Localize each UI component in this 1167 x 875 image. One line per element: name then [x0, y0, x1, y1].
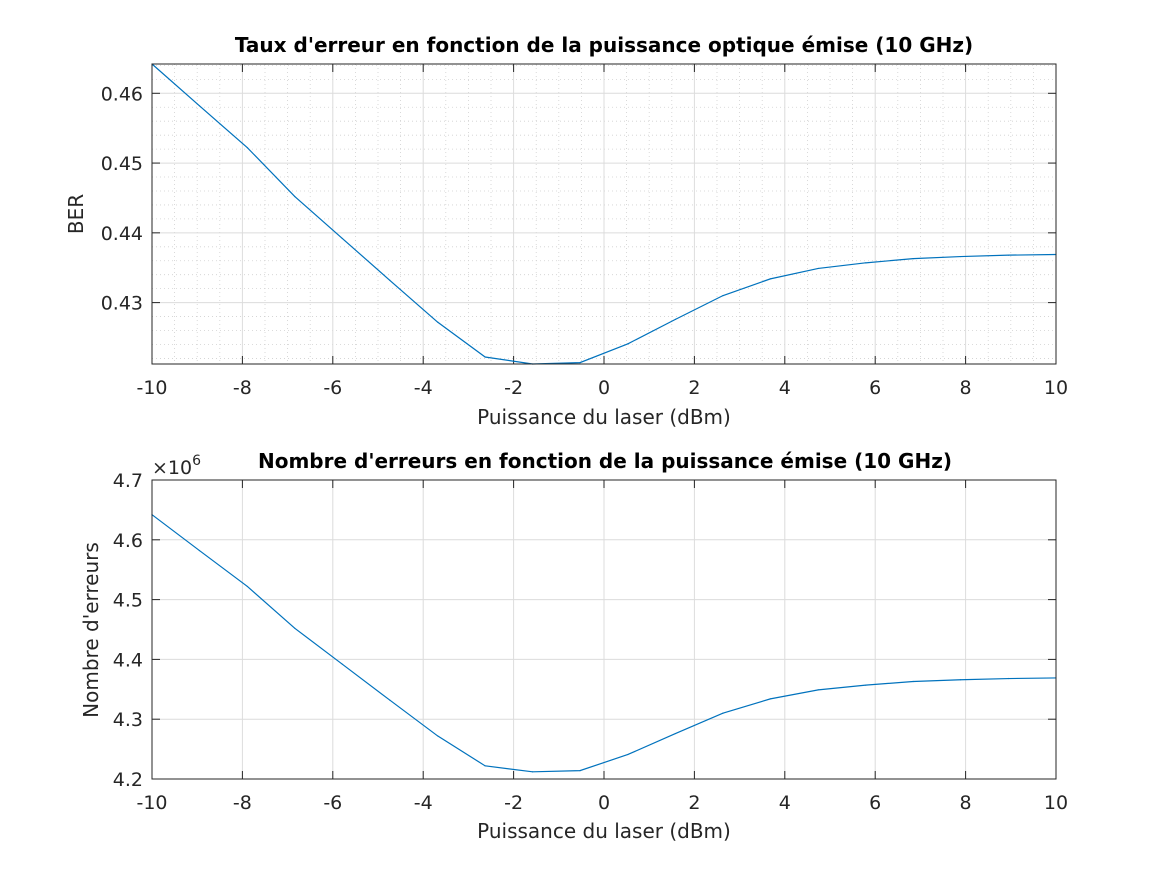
errors-data-point [912, 680, 914, 683]
ber-data-point [437, 321, 439, 323]
ber-series-line [151, 63, 1057, 365]
errors-data-point [294, 627, 296, 629]
ber-axes-box [151, 63, 1057, 365]
ber-data-point [198, 105, 201, 107]
errors-xtick-label: -4 [414, 792, 433, 814]
errors-data-point [674, 732, 677, 735]
errors-xlabel: Puissance du laser (dBm) [477, 819, 731, 843]
errors-ytick-label: 4.3 [113, 709, 143, 731]
errors-xtick-label: 0 [598, 792, 610, 814]
errors-data-point [389, 699, 391, 701]
ber-ytick-label: 0.44 [101, 223, 143, 245]
ber-data-point [817, 267, 819, 270]
errors-data-point [817, 689, 819, 691]
errors-xtick-label: -8 [233, 792, 252, 814]
errors-data-point [531, 771, 534, 773]
ber-xtick-label: -6 [323, 377, 342, 399]
errors-exponent: ×106 [152, 453, 201, 479]
ber-chart: -10 -8 -6 -4 -2 0 2 4 6 8 10 0.43 0.44 0.45 0.46 Taux … [64, 33, 1068, 429]
ber-data-point [912, 258, 914, 260]
ber-xtick-label: -4 [414, 377, 433, 399]
ber-xtick-label: 2 [688, 377, 700, 399]
errors-xtick-label: 6 [869, 792, 881, 814]
ber-data-point [484, 356, 486, 358]
ber-data-point [960, 255, 962, 258]
errors-data-point [769, 698, 771, 700]
ber-xtick-label: 4 [779, 377, 791, 399]
errors-xtick-label: 10 [1044, 792, 1068, 814]
errors-data-point [341, 663, 343, 665]
errors-data-point [437, 735, 439, 737]
errors-ytick-label: 4.7 [113, 470, 143, 492]
errors-data-point [246, 585, 248, 588]
ber-xlabel: Puissance du laser (dBm) [477, 405, 731, 429]
ber-xtick-label: 10 [1044, 377, 1068, 399]
ber-data-point [865, 262, 867, 264]
ber-xtick-label: -2 [504, 377, 523, 399]
errors-ytick-label: 4.2 [113, 769, 143, 791]
errors-ylabel: Nombre d'erreurs [79, 542, 103, 718]
errors-data-point [865, 684, 867, 686]
errors-ytick-label: 4.4 [113, 649, 143, 671]
ber-data-point [722, 295, 724, 297]
errors-grid [152, 480, 1056, 779]
ber-data-point [579, 362, 581, 364]
errors-xtick-label: 2 [688, 792, 700, 814]
ber-data-point [769, 278, 771, 280]
errors-ytick-label: 4.6 [113, 530, 143, 552]
errors-data-point [1007, 677, 1010, 680]
ber-data-point [246, 147, 248, 149]
errors-data-point [722, 712, 724, 714]
errors-xtick-label: 4 [779, 792, 791, 814]
errors-ytick-label: 4.5 [113, 590, 143, 612]
errors-exponent-power: 6 [192, 453, 201, 469]
ber-xtick-label: 8 [960, 377, 972, 399]
ber-xtick-label: -10 [136, 377, 167, 399]
ber-ytick-label: 0.43 [101, 293, 143, 315]
errors-chart: -10 -8 -6 -4 -2 0 2 4 6 8 10 4.2 4.3 4.4 4.5 4.6 4.7 Nom… [79, 449, 1068, 843]
errors-axes-box [151, 479, 1057, 780]
ber-title: Taux d'erreur en fonction de la puissanc… [235, 33, 973, 57]
ber-xtick-label: 6 [869, 377, 881, 399]
errors-xtick-label: -10 [136, 792, 167, 814]
errors-data-point [198, 549, 201, 552]
errors-title: Nombre d'erreurs en fonction de la puiss… [258, 449, 952, 473]
ber-data-point [674, 318, 677, 320]
ber-data-point [1007, 254, 1010, 256]
ber-grid [152, 64, 1056, 364]
errors-data-point [960, 679, 962, 681]
errors-xtick-label: -6 [323, 792, 342, 814]
ber-xtick-label: 0 [598, 377, 610, 399]
ber-data-point [627, 343, 629, 345]
ber-data-point [389, 279, 391, 281]
errors-data-point [579, 770, 581, 772]
errors-data-point [627, 753, 629, 756]
ber-xtick-label: -8 [233, 377, 252, 399]
errors-series-line [151, 514, 1057, 773]
ber-data-point [341, 237, 343, 240]
errors-data-point [484, 765, 486, 767]
errors-exponent-base: ×10 [152, 457, 192, 479]
ber-ytick-label: 0.45 [101, 153, 143, 175]
ber-ticks: -10 -8 -6 -4 -2 0 2 4 6 8 10 0.43 0.44 0.45 0.46 [101, 64, 1068, 399]
ber-ylabel: BER [64, 194, 88, 234]
errors-xtick-label: 8 [960, 792, 972, 814]
ber-data-point [294, 195, 296, 198]
ber-ytick-label: 0.46 [101, 83, 143, 105]
errors-xtick-label: -2 [504, 792, 523, 814]
